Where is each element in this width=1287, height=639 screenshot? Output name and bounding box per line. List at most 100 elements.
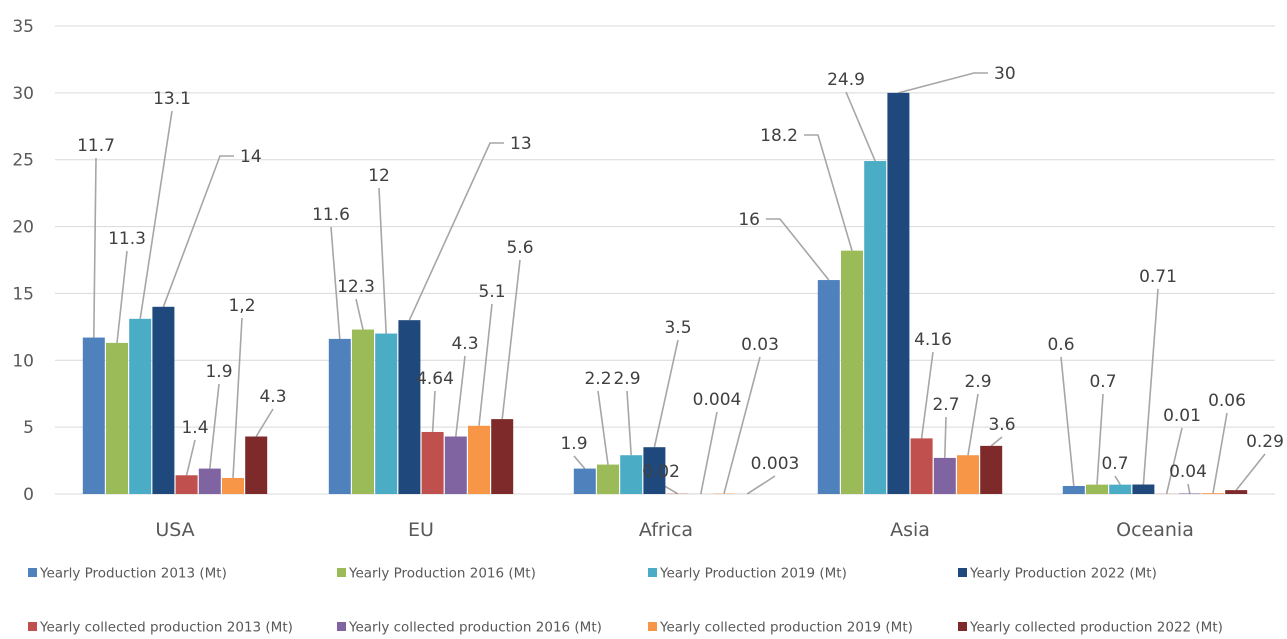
y-tick-label: 35 (12, 17, 34, 37)
legend-swatch (648, 622, 657, 631)
legend-item: Yearly collected production 2016 (Mt) (337, 620, 602, 636)
y-tick-label: 5 (23, 418, 34, 438)
legend-swatch (958, 568, 967, 577)
leader-line (626, 390, 632, 456)
y-tick-label: 30 (12, 84, 34, 104)
x-category-label: Africa (639, 519, 693, 541)
data-label: 18.2 (760, 126, 798, 146)
bar (841, 250, 863, 494)
bar (1132, 484, 1155, 494)
leader-line (573, 455, 586, 470)
bar (933, 457, 956, 494)
bar (468, 425, 490, 494)
data-label: 11.6 (312, 205, 350, 225)
bar (152, 306, 175, 494)
data-label: 11.7 (77, 136, 115, 156)
bar (1225, 490, 1248, 494)
y-tick-label: 20 (12, 218, 34, 238)
legend-item: Yearly collected production 2022 (Mt) (958, 620, 1223, 636)
bar (444, 436, 467, 494)
x-category-label: Oceania (1116, 519, 1194, 541)
leader-line (804, 134, 853, 251)
legend-item: Yearly Production 2013 (Mt) (28, 566, 227, 582)
bars (82, 92, 1248, 494)
leader-line (723, 356, 761, 494)
leader-line (139, 110, 173, 319)
legend: Yearly Production 2013 (Mt) Yearly Produc… (28, 566, 1223, 636)
x-category-label: Asia (890, 519, 930, 541)
legend-swatch (337, 568, 346, 577)
legend-label: Yearly collected production 2022 (Mt) (969, 620, 1223, 636)
leader-line (93, 157, 97, 338)
bar (1062, 485, 1085, 494)
leader-line (185, 439, 196, 476)
leader-line (1096, 393, 1104, 485)
bar (980, 445, 1003, 494)
bar (817, 280, 840, 494)
bar (864, 161, 887, 494)
legend-label: Yearly collected production 2019 (Mt) (659, 620, 913, 636)
legend-swatch (958, 622, 967, 631)
leader-line (1114, 475, 1121, 486)
bar (421, 431, 444, 494)
leader-line (1187, 483, 1191, 494)
bar (957, 455, 979, 494)
data-label: 16 (738, 210, 760, 230)
leader-line (378, 187, 387, 334)
y-tick-label: 0 (23, 485, 34, 505)
bar (129, 318, 152, 494)
data-label: 0.7 (1101, 454, 1128, 474)
bar (222, 477, 244, 494)
leader-line (232, 317, 243, 478)
legend-swatch (28, 568, 37, 577)
data-label: 24.9 (827, 70, 865, 90)
legend-label: Yearly Production 2016 (Mt) (348, 566, 536, 582)
legend-item: Yearly collected production 2019 (Mt) (648, 620, 913, 636)
data-label: 13.1 (153, 89, 191, 109)
data-label: 0.03 (741, 335, 779, 355)
legend-label: Yearly Production 2013 (Mt) (39, 566, 227, 582)
data-label: 2.2 (584, 369, 611, 389)
leader-line (653, 339, 679, 448)
data-label: 4.3 (451, 334, 478, 354)
data-label: 13 (510, 134, 532, 154)
data-labels: 11.7 11.6 1.9 16 0.6 11.3 12.3 2.2 18.2 0.7 13.1 12… (77, 64, 1284, 482)
leader-line (967, 393, 979, 456)
bar (1086, 484, 1108, 494)
data-label: 2.7 (932, 395, 959, 415)
data-label: 4.3 (259, 387, 286, 407)
leader-line (431, 390, 436, 433)
bar (328, 338, 351, 494)
leader-line (845, 91, 876, 162)
leader-line (700, 411, 718, 495)
bar (573, 468, 596, 494)
legend-item: Yearly Production 2016 (Mt) (337, 566, 536, 582)
leader-line (408, 142, 504, 321)
data-label: 11.3 (108, 229, 146, 249)
data-label: 5.1 (478, 282, 505, 302)
y-tick-label: 10 (12, 351, 34, 371)
data-label: 4.16 (914, 330, 952, 350)
leader-line (501, 259, 521, 420)
legend-item: Yearly collected production 2013 (Mt) (28, 620, 293, 636)
data-label: 12.3 (337, 277, 375, 297)
bar (620, 455, 643, 494)
bar (643, 447, 666, 494)
gridlines (55, 25, 1275, 495)
data-label: 0.003 (751, 454, 800, 474)
leader-line (990, 436, 1003, 447)
bar (245, 436, 268, 494)
data-label: 0.04 (1169, 462, 1207, 482)
bar (1109, 484, 1132, 494)
data-label: 1.9 (560, 434, 587, 454)
bar (910, 438, 933, 494)
data-label: 1,2 (228, 296, 255, 316)
leader-line (920, 351, 934, 439)
x-category-label: USA (155, 519, 194, 541)
x-axis-categories: USA EU Africa Asia Oceania (155, 519, 1194, 541)
data-label-leaders (93, 72, 1266, 495)
data-label: 0.7 (1089, 372, 1116, 392)
x-category-label: EU (408, 519, 434, 541)
bar (491, 419, 514, 494)
bar (82, 337, 105, 494)
